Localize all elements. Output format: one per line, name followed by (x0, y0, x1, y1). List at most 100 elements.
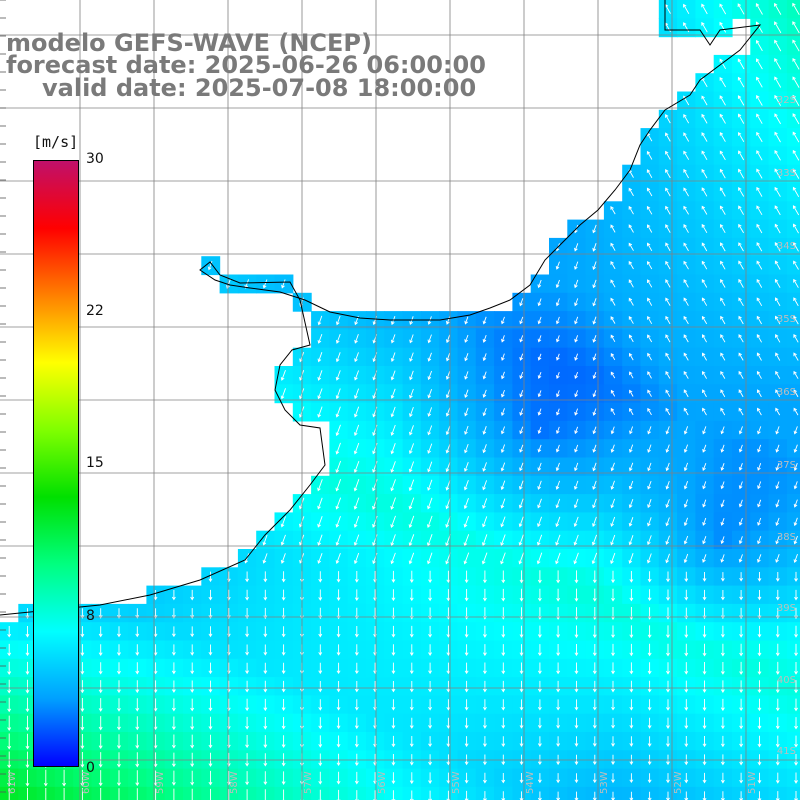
wind-arrow (774, 21, 782, 34)
wind-arrow (666, 625, 670, 639)
wind-arrow (683, 242, 689, 252)
wind-arrow (756, 370, 762, 379)
wind-arrow (556, 353, 560, 361)
wind-arrow (683, 224, 689, 233)
wind-arrow (427, 461, 433, 473)
wind-cell (786, 786, 800, 800)
wind-arrow (701, 242, 708, 252)
wind-arrow (7, 769, 12, 787)
wind-arrow (208, 626, 213, 638)
wind-arrow (756, 205, 763, 216)
wind-arrow (500, 498, 506, 509)
wind-arrow (208, 644, 213, 656)
wind-arrow (483, 736, 487, 748)
wind-arrow (574, 426, 579, 435)
wind-arrow (738, 352, 744, 361)
wind-arrow (628, 205, 634, 215)
wind-arrow (7, 715, 12, 731)
wind-arrow (573, 498, 579, 509)
wind-arrow (318, 717, 323, 730)
wind-arrow (98, 770, 103, 787)
wind-arrow (263, 753, 268, 767)
wind-arrow (629, 625, 634, 639)
wind-arrow (719, 150, 726, 161)
wind-arrow (519, 717, 524, 729)
wind-arrow (720, 260, 726, 270)
wind-arrow (537, 298, 542, 307)
wind-arrow (353, 534, 360, 546)
wind-arrow (774, 39, 782, 52)
wind-arrow (719, 58, 726, 70)
wind-arrow (171, 734, 176, 749)
wind-arrow (702, 517, 707, 526)
wind-arrow (391, 644, 396, 656)
wind-arrow (647, 643, 652, 657)
wind-arrow (792, 205, 800, 216)
wind-arrow (25, 733, 30, 750)
wind-arrow (336, 626, 341, 638)
wind-arrow (155, 788, 157, 800)
wind-arrow (118, 788, 120, 800)
wind-cell (786, 201, 800, 221)
wind-arrow (190, 770, 195, 786)
wind-arrow (446, 644, 451, 656)
wind-arrow (592, 243, 597, 252)
wind-arrow (372, 534, 378, 547)
wind-arrow (756, 95, 763, 106)
wind-arrow (318, 789, 323, 800)
wind-arrow (390, 370, 396, 381)
wind-arrow (501, 754, 506, 766)
wind-arrow (537, 390, 542, 398)
wind-arrow (354, 771, 359, 785)
wind-arrow (592, 791, 597, 800)
wind-arrow (774, 58, 782, 70)
wind-arrow (353, 424, 360, 437)
wind-arrow (446, 717, 451, 729)
wind-arrow (702, 536, 707, 545)
wind-arrow (372, 442, 378, 455)
wind-arrow (592, 662, 597, 675)
wind-arrow (647, 352, 652, 361)
wind-arrow (794, 571, 798, 582)
wind-arrow (519, 570, 524, 584)
wind-arrow (646, 242, 653, 252)
wind-arrow (793, 297, 799, 307)
wind-arrow (481, 534, 488, 547)
wind-cell (786, 274, 800, 294)
wind-arrow (592, 754, 597, 765)
wind-arrow (683, 3, 690, 15)
wind-arrow (428, 589, 432, 602)
wind-arrow (756, 297, 763, 307)
wind-arrow (464, 407, 469, 417)
wind-arrow (628, 279, 634, 288)
wind-arrow (739, 590, 744, 601)
wind-arrow (611, 643, 615, 657)
wind-arrow (647, 791, 652, 800)
wind-arrow (318, 607, 323, 620)
wind-arrow (610, 224, 616, 233)
wind-arrow (445, 352, 451, 362)
wind-arrow (757, 754, 762, 766)
wind-arrow (683, 389, 689, 398)
lon-label: 55W (451, 771, 462, 794)
wind-arrow (354, 626, 359, 638)
wind-arrow (408, 425, 414, 436)
wind-arrow (372, 497, 378, 510)
wind-arrow (665, 114, 671, 124)
wind-arrow (537, 736, 542, 747)
wind-arrow (500, 408, 505, 417)
wind-arrow (611, 625, 615, 639)
wind-arrow (629, 371, 634, 379)
wind-arrow (354, 370, 360, 381)
wind-arrow (775, 370, 781, 379)
wind-arrow (592, 588, 597, 602)
wind-arrow (574, 316, 579, 325)
wind-arrow (482, 371, 487, 380)
wind-arrow (610, 316, 616, 324)
wind-arrow (794, 735, 798, 748)
wind-arrow (281, 753, 286, 767)
wind-arrow (610, 353, 616, 361)
wind-arrow (262, 279, 268, 289)
wind-arrow (335, 370, 341, 381)
lon-label: 51W (747, 771, 758, 794)
